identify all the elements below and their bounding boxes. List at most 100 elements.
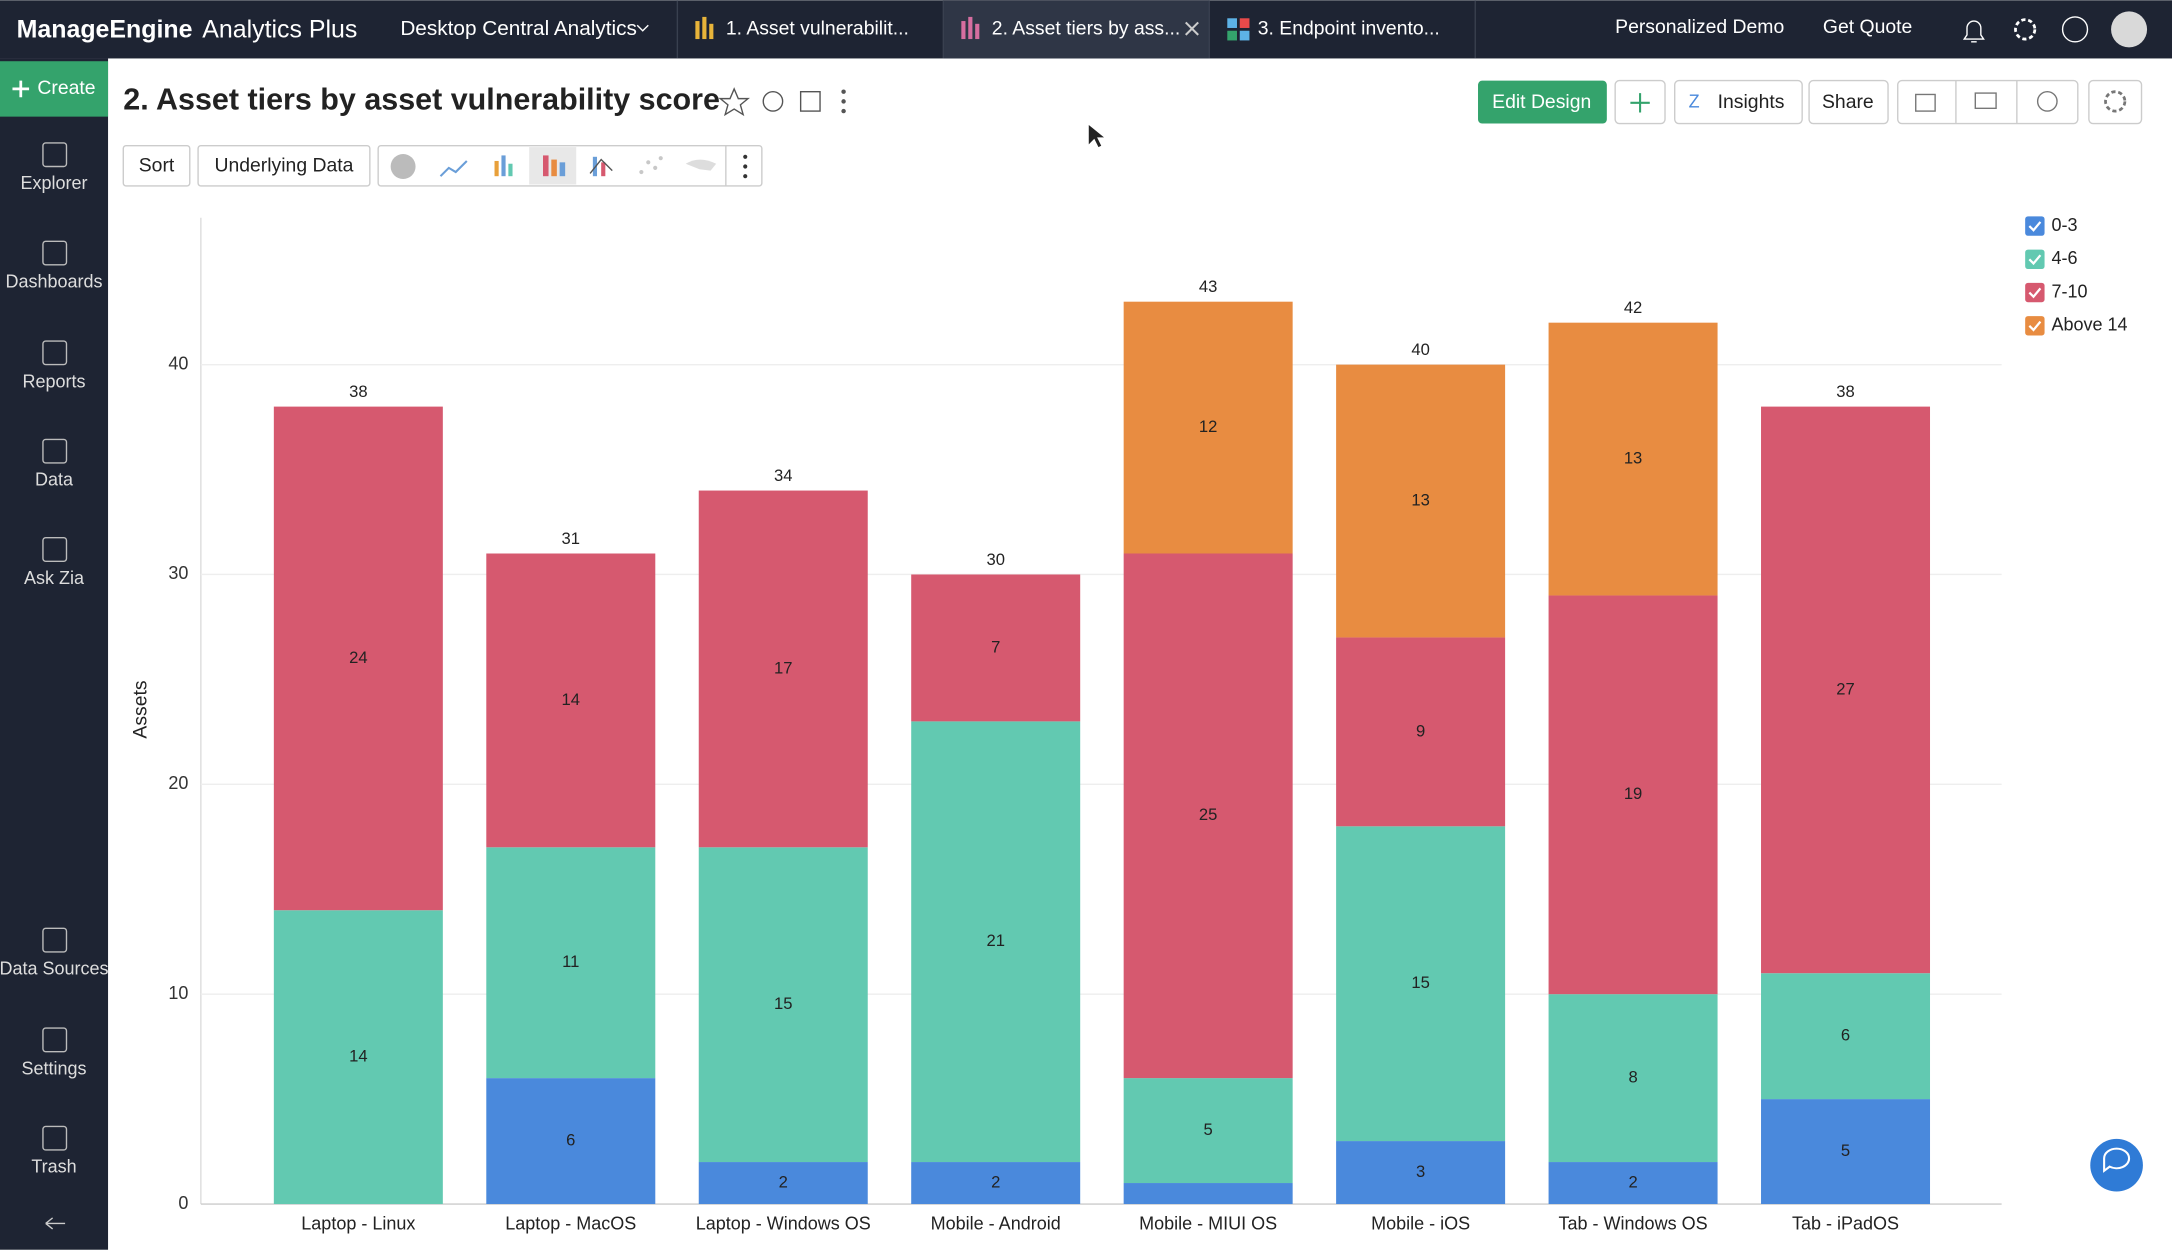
tab[interactable]: 2. Asset tiers by ass... xyxy=(992,17,1180,39)
data-label: 14 xyxy=(562,690,580,709)
underlying-data-button[interactable] xyxy=(197,145,371,187)
y-tick-label: 30 xyxy=(168,563,188,583)
sidebar-icon[interactable] xyxy=(42,340,68,366)
bar-segment xyxy=(1761,406,1931,974)
legend-label[interactable]: 0-3 xyxy=(2051,215,2077,235)
sidebar-label[interactable]: Reports xyxy=(23,371,86,391)
line-type[interactable] xyxy=(439,160,468,177)
pie-type[interactable] xyxy=(390,154,416,179)
sidebar-label[interactable]: Trash xyxy=(31,1157,76,1177)
button-label[interactable]: Share xyxy=(1822,91,1874,113)
data-label: 21 xyxy=(986,931,1004,950)
legend-swatch[interactable] xyxy=(2025,216,2045,236)
close-tab[interactable] xyxy=(1185,21,1199,36)
legend-swatch[interactable] xyxy=(2025,282,2045,303)
more-types[interactable] xyxy=(743,154,748,179)
data-label: 8 xyxy=(1628,1067,1637,1086)
sidebar-icon[interactable] xyxy=(42,240,68,266)
legend-swatch[interactable] xyxy=(2025,316,2045,336)
collapse-icon[interactable] xyxy=(45,1217,66,1230)
sidebar-label[interactable]: Explorer xyxy=(21,173,88,193)
bar-segment xyxy=(273,910,443,1205)
total-label: 43 xyxy=(1199,277,1217,296)
combo-type[interactable] xyxy=(589,156,613,177)
total-label: 38 xyxy=(349,382,367,401)
product: Analytics Plus xyxy=(202,15,357,43)
header-link[interactable]: Personalized Demo xyxy=(1615,16,1784,38)
bar-type[interactable] xyxy=(494,155,513,177)
button-label[interactable]: Edit Design xyxy=(1492,91,1591,113)
sidebar-icon[interactable] xyxy=(42,1027,68,1053)
legend-check xyxy=(2028,320,2042,332)
schedule-icon[interactable] xyxy=(2036,91,2058,112)
sidebar-label[interactable]: Dashboards xyxy=(5,272,102,292)
refresh-icon[interactable] xyxy=(762,91,784,112)
data-label: 2 xyxy=(991,1172,1000,1191)
stacked-type[interactable] xyxy=(543,155,566,177)
notifications-icon[interactable] xyxy=(1962,20,1985,43)
bar-segment xyxy=(1548,1162,1718,1205)
data-label: 15 xyxy=(1411,973,1429,992)
map-type[interactable] xyxy=(685,159,717,171)
sidebar-icon[interactable] xyxy=(42,927,68,953)
data-label: 5 xyxy=(1204,1120,1213,1139)
legend-swatch[interactable] xyxy=(2025,249,2045,270)
header-link[interactable]: Get Quote xyxy=(1823,16,1912,38)
sidebar-icon[interactable] xyxy=(42,142,68,168)
bar-segment xyxy=(1336,364,1506,638)
bar-segment xyxy=(1761,973,1931,1100)
dropdown-icon[interactable] xyxy=(636,24,649,32)
tab[interactable]: 3. Endpoint invento... xyxy=(1258,17,1440,39)
data-label: 9 xyxy=(1416,721,1425,740)
button-label[interactable]: Insights xyxy=(1718,91,1785,113)
create-label[interactable]: Create xyxy=(37,77,95,99)
x-tick-label: Tab - iPadOS xyxy=(1792,1214,1899,1234)
insights-button[interactable] xyxy=(1674,79,1803,125)
workspace[interactable]: Desktop Central Analytics xyxy=(400,17,637,40)
sidebar-icon[interactable] xyxy=(42,438,68,464)
scatter-type[interactable] xyxy=(639,156,663,175)
total-label: 38 xyxy=(1836,382,1854,401)
sidebar-icon[interactable] xyxy=(42,537,68,562)
share-button[interactable] xyxy=(1808,79,1889,125)
zia-icon: Z xyxy=(1689,92,1700,112)
sidebar-label[interactable]: Settings xyxy=(21,1058,86,1078)
bar-segment xyxy=(1548,595,1718,995)
data-label: 3 xyxy=(1416,1162,1425,1181)
settings-icon[interactable] xyxy=(2014,18,2037,41)
comment-icon[interactable] xyxy=(1974,92,1997,110)
active-tab-bg xyxy=(943,0,1210,59)
edit-design-button[interactable] xyxy=(1478,80,1607,124)
help-icon[interactable] xyxy=(2061,16,2089,43)
sidebar-label[interactable]: Ask Zia xyxy=(24,568,85,588)
button-label[interactable]: Underlying Data xyxy=(214,155,353,177)
settings-button[interactable] xyxy=(2088,79,2143,125)
x-tick-label: Laptop - MacOS xyxy=(505,1214,636,1234)
avatar[interactable] xyxy=(2111,11,2148,48)
chat-button[interactable] xyxy=(2090,1138,2143,1192)
legend-label[interactable]: Above 14 xyxy=(2051,315,2127,335)
sidebar-label[interactable]: Data xyxy=(35,470,74,490)
data-label: 15 xyxy=(774,994,792,1013)
data-label: 2 xyxy=(1628,1172,1637,1191)
button-label[interactable]: Sort xyxy=(139,155,175,177)
y-tick-label: 20 xyxy=(168,773,188,793)
total-label: 30 xyxy=(986,550,1004,569)
legend-label[interactable]: 4-6 xyxy=(2051,248,2077,268)
sidebar-icon[interactable] xyxy=(42,1125,68,1151)
save-icon[interactable] xyxy=(799,91,821,112)
total-label: 31 xyxy=(562,529,580,548)
data-label: 2 xyxy=(779,1172,788,1191)
favorite-icon[interactable] xyxy=(718,87,750,117)
sidebar-label[interactable]: Data Sources xyxy=(0,959,109,979)
tab-icon xyxy=(695,16,714,40)
export-icon[interactable] xyxy=(1915,93,1936,112)
legend-label[interactable]: 7-10 xyxy=(2051,281,2087,301)
chat-icon xyxy=(2103,1147,2131,1173)
more-icon[interactable] xyxy=(841,89,846,114)
sort-button[interactable] xyxy=(122,145,191,187)
tab[interactable]: 1. Asset vulnerabilit... xyxy=(726,17,909,39)
x-tick-label: Laptop - Windows OS xyxy=(696,1214,871,1234)
bar-segment xyxy=(698,847,868,1163)
